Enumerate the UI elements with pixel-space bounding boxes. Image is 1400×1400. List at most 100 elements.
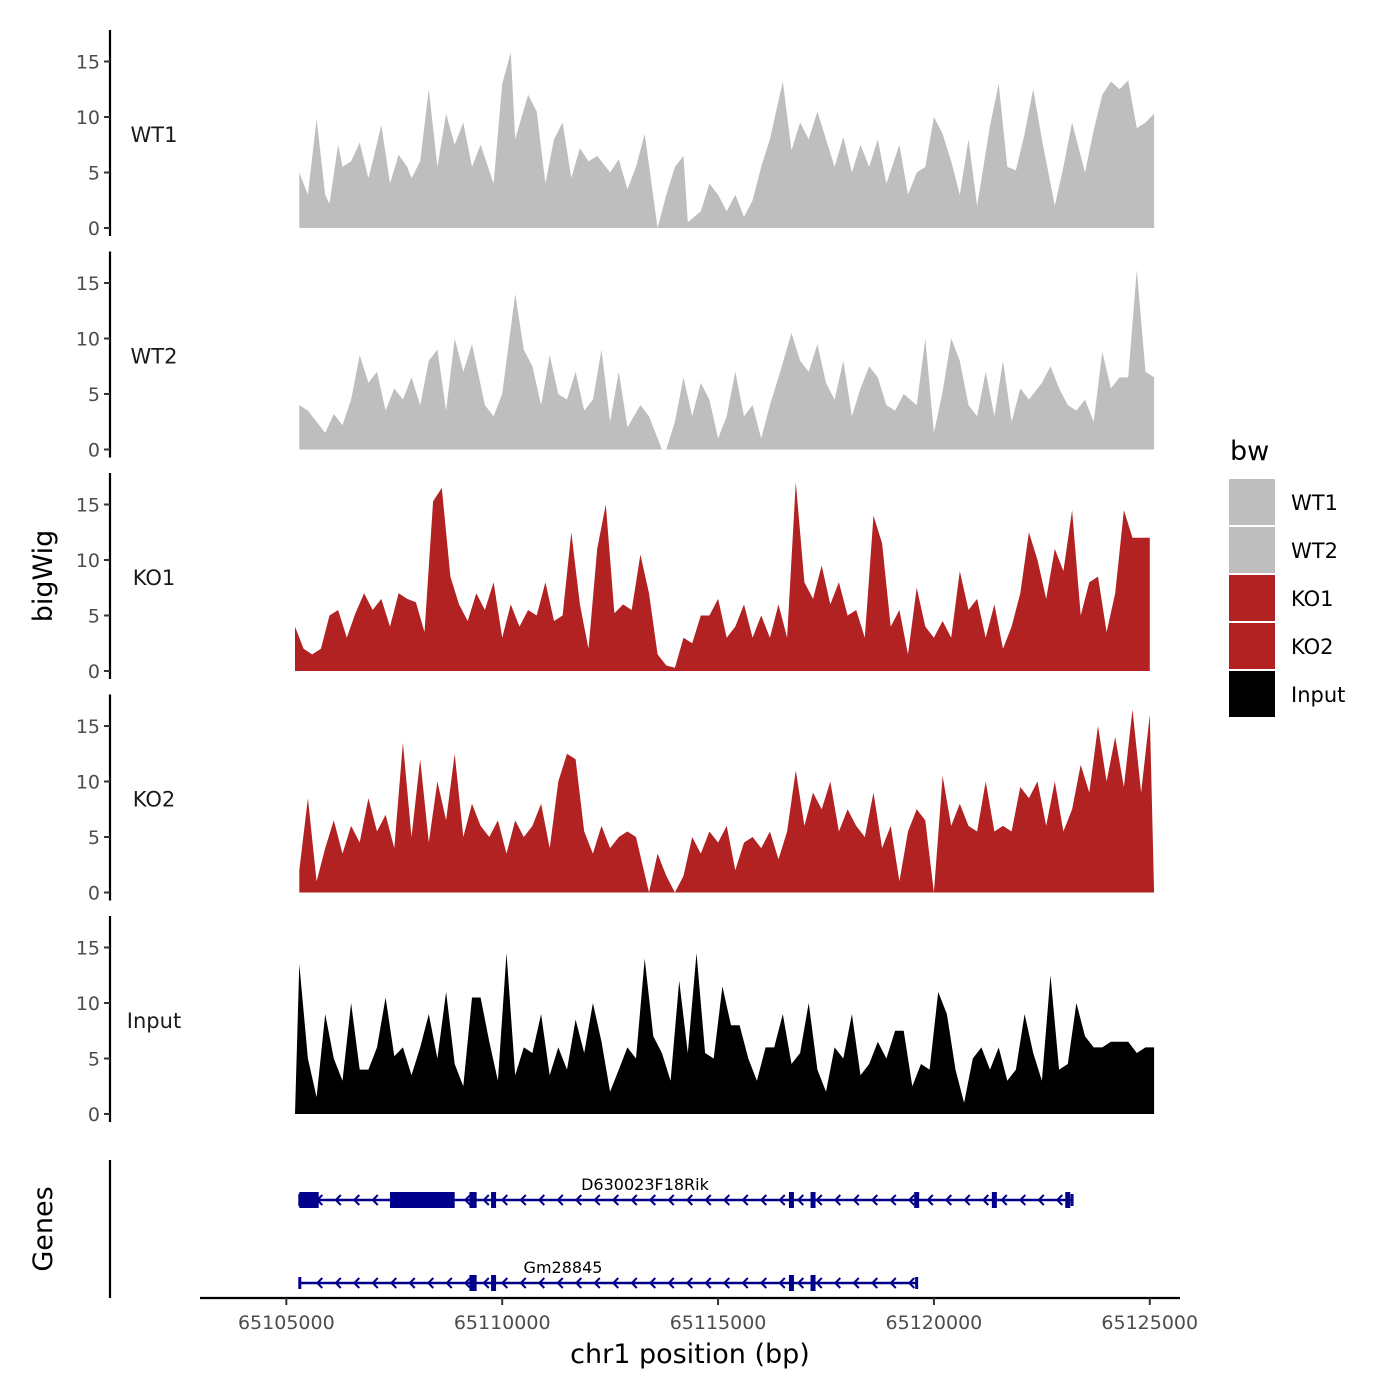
exon-mark bbox=[991, 1192, 997, 1208]
y-tick-label: 15 bbox=[76, 716, 100, 738]
strand-arrow bbox=[463, 1194, 472, 1206]
strand-arrow bbox=[722, 1194, 731, 1206]
exon-mark bbox=[810, 1275, 816, 1291]
track-input: 0 5 10 15 Input bbox=[76, 916, 1155, 1126]
gene-label: Gm28845 bbox=[524, 1258, 603, 1277]
strand-arrow bbox=[981, 1194, 990, 1206]
strand-arrow bbox=[574, 1194, 583, 1206]
y-tick-label: 15 bbox=[76, 938, 100, 960]
strand-arrow bbox=[426, 1277, 435, 1289]
strand-arrow bbox=[907, 1194, 916, 1206]
legend: bw WT1 WT2 KO1 KO2 Input bbox=[1229, 436, 1345, 717]
strand-arrow bbox=[667, 1194, 675, 1206]
y-tick-label: 5 bbox=[88, 163, 100, 185]
y-tick-label: 0 bbox=[88, 1104, 100, 1126]
strand-arrow bbox=[667, 1277, 675, 1289]
coverage-area-ko1 bbox=[295, 482, 1150, 671]
strand-arrow bbox=[944, 1194, 953, 1206]
legend-swatch-input bbox=[1229, 671, 1275, 717]
strand-arrow bbox=[593, 1277, 601, 1289]
track-label-ko2: KO2 bbox=[133, 788, 176, 812]
strand-arrow bbox=[574, 1277, 583, 1289]
x-axis: 65105000 65110000 65115000 65120000 65125000 bbox=[200, 1296, 1198, 1334]
strand-arrow bbox=[722, 1277, 731, 1289]
legend-swatch-ko2 bbox=[1229, 623, 1275, 669]
strand-arrow bbox=[334, 1194, 342, 1206]
legend-label-input: Input bbox=[1291, 683, 1345, 707]
strand-arrow bbox=[630, 1194, 638, 1206]
y-tick-label: 0 bbox=[88, 883, 100, 905]
strand-arrow bbox=[352, 1277, 361, 1289]
strand-arrow bbox=[704, 1194, 712, 1206]
legend-title: bw bbox=[1230, 436, 1269, 467]
x-tick-label: 65125000 bbox=[1101, 1312, 1198, 1334]
strand-arrow bbox=[889, 1277, 897, 1289]
exon-mark bbox=[471, 1192, 477, 1208]
strand-arrow bbox=[482, 1277, 490, 1289]
exon-mark bbox=[914, 1192, 920, 1208]
strand-arrow bbox=[685, 1277, 694, 1289]
exon-mark bbox=[471, 1275, 477, 1291]
strand-arrow bbox=[556, 1194, 564, 1206]
strand-arrow bbox=[519, 1277, 527, 1289]
legend-swatch-wt2 bbox=[1229, 527, 1275, 573]
gene-d630023f18rik: D630023F18Rik bbox=[298, 1175, 1074, 1208]
exon-mark bbox=[491, 1275, 497, 1291]
strand-arrow bbox=[611, 1277, 620, 1289]
coverage-tracks: 0 5 10 15 WT1 0 5 10 15 WT2 0 5 10 15 KO1 0 5 10 15 KO2 0 5 10… bbox=[76, 30, 1155, 1126]
gene-start-cap bbox=[298, 1277, 302, 1289]
track-wt2: 0 5 10 15 WT2 bbox=[76, 251, 1155, 462]
gene-gm28845: Gm28845 bbox=[298, 1258, 919, 1291]
strand-arrow bbox=[796, 1277, 805, 1289]
legend-label-wt2: WT2 bbox=[1291, 539, 1338, 563]
coverage-area-wt2 bbox=[299, 269, 1155, 450]
track-label-ko1: KO1 bbox=[133, 566, 176, 590]
y-tick-label: 5 bbox=[88, 827, 100, 849]
exon-block bbox=[389, 1192, 455, 1208]
y-tick-label: 10 bbox=[76, 329, 100, 351]
genes-track: D630023F18Rik Gm28845 bbox=[108, 1160, 1074, 1298]
strand-arrow bbox=[315, 1277, 324, 1289]
y-tick-label: 10 bbox=[76, 772, 100, 794]
strand-arrow bbox=[1018, 1194, 1027, 1206]
strand-arrow bbox=[556, 1277, 564, 1289]
strand-arrow bbox=[482, 1194, 490, 1206]
x-tick-label: 65110000 bbox=[454, 1312, 551, 1334]
strand-arrow bbox=[833, 1194, 842, 1206]
strand-arrow bbox=[352, 1194, 361, 1206]
exon-block bbox=[299, 1192, 319, 1208]
y-tick-label: 15 bbox=[76, 495, 100, 517]
strand-arrow bbox=[593, 1194, 601, 1206]
coverage-area-ko2 bbox=[299, 709, 1155, 893]
strand-arrow bbox=[371, 1277, 379, 1289]
strand-arrow bbox=[371, 1194, 379, 1206]
legend-swatch-wt1 bbox=[1229, 479, 1275, 525]
strand-arrow bbox=[852, 1277, 860, 1289]
y-tick-label: 10 bbox=[76, 993, 100, 1015]
y-tick-label: 5 bbox=[88, 1049, 100, 1071]
y-tick-label: 5 bbox=[88, 384, 100, 406]
strand-arrow bbox=[630, 1277, 638, 1289]
x-tick-label: 65120000 bbox=[886, 1312, 983, 1334]
y-tick-label: 0 bbox=[88, 440, 100, 462]
genes-axis-title: Genes bbox=[28, 1186, 59, 1271]
y-tick-label: 5 bbox=[88, 606, 100, 628]
strand-arrow bbox=[926, 1194, 934, 1206]
strand-arrow bbox=[778, 1277, 786, 1289]
gene-start-cap bbox=[298, 1194, 302, 1206]
legend-label-wt1: WT1 bbox=[1291, 491, 1338, 515]
y-tick-label: 10 bbox=[76, 550, 100, 572]
coverage-area-input bbox=[295, 953, 1155, 1114]
legend-swatch-ko1 bbox=[1229, 575, 1275, 621]
y-tick-label: 0 bbox=[88, 218, 100, 240]
y-axis-title: bigWig bbox=[28, 530, 59, 623]
track-label-wt2: WT2 bbox=[131, 345, 178, 369]
track-label-wt1: WT1 bbox=[131, 123, 178, 147]
strand-arrow bbox=[833, 1277, 842, 1289]
exon-mark bbox=[788, 1275, 794, 1291]
x-tick-label: 65105000 bbox=[238, 1312, 335, 1334]
strand-arrow bbox=[648, 1277, 657, 1289]
strand-arrow bbox=[408, 1277, 416, 1289]
gene-end-cap bbox=[915, 1277, 919, 1289]
